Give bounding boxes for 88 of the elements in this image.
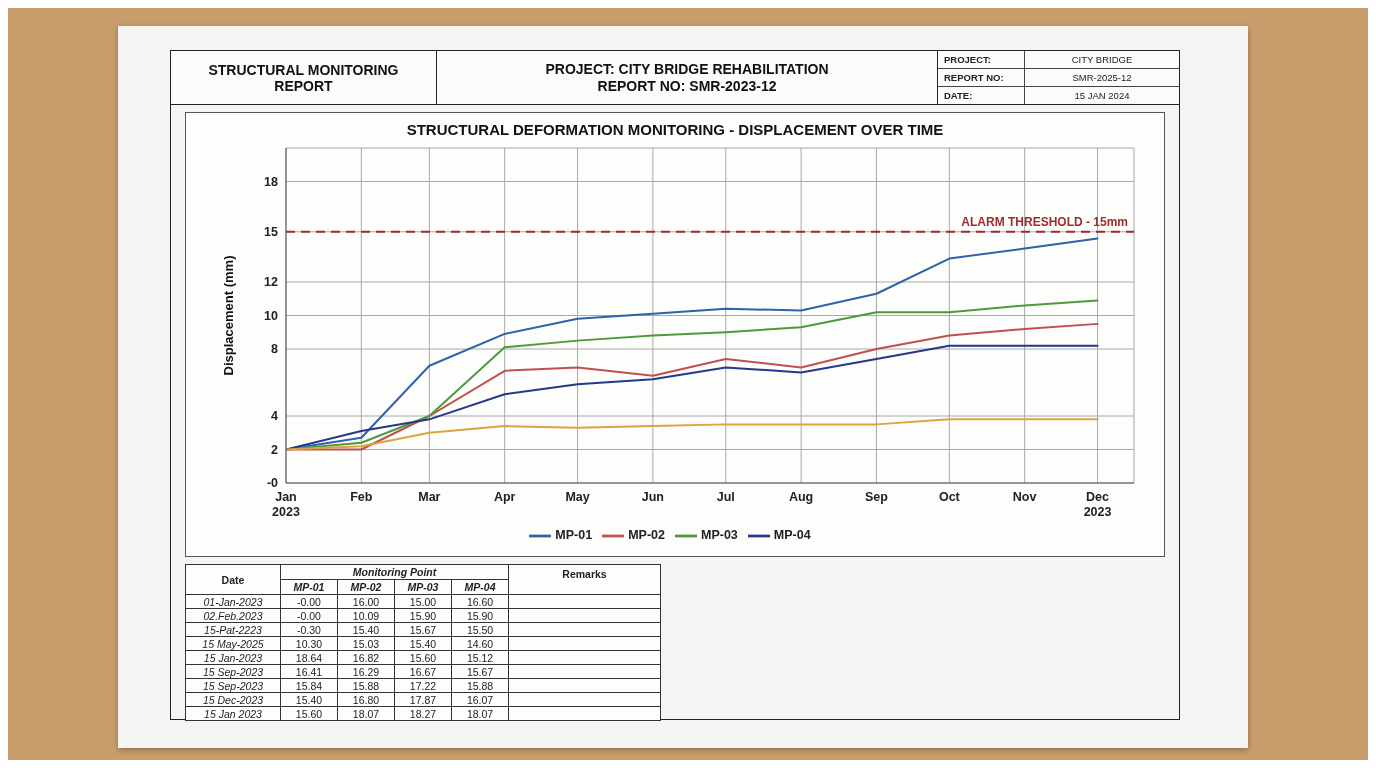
text: 16.00 — [352, 595, 380, 608]
text: 18.64 — [295, 651, 323, 664]
category-label: 15 Sep-2023 — [202, 665, 264, 678]
text: 18.27 — [409, 707, 437, 720]
text: 16.07 — [466, 693, 494, 706]
text: Remarks — [508, 564, 661, 595]
category-label: MP-02 — [337, 579, 395, 595]
text: 18.07 — [466, 707, 494, 720]
x-tick-label: Apr — [493, 490, 516, 504]
legend-label: MP-02 — [628, 528, 665, 543]
y-tick-label: -0 — [266, 476, 279, 491]
text: 16.60 — [466, 595, 494, 608]
text: STRUCTURAL MONITORING REPORT — [207, 61, 400, 94]
x-tick-label: Feb — [350, 490, 373, 504]
y-tick-label: 8 — [271, 342, 279, 357]
category-label: 15 Dec-2023 — [202, 693, 264, 706]
x-tick-label: Oct — [938, 490, 961, 504]
text: 15.67 — [409, 623, 437, 636]
text: 16.82 — [352, 651, 380, 664]
text: 15.03 — [352, 637, 380, 650]
legend-label: MP-01 — [555, 528, 593, 543]
text: 15.90 — [466, 609, 494, 622]
category-label: 15 Sep-2023 — [202, 679, 264, 692]
x-tick-label: Sep — [864, 490, 889, 504]
category-label: MP-01 — [280, 579, 338, 595]
text: 15.60 — [295, 707, 323, 720]
category-label: MP-04 — [451, 579, 509, 595]
text: 15.67 — [466, 665, 494, 678]
chart-title: STRUCTURAL DEFORMATION MONITORING - DISPLACEMENT OVER TIME — [405, 120, 945, 140]
text: 17.87 — [409, 693, 437, 706]
x-tick-label: Jul — [716, 490, 735, 504]
text: Date — [185, 564, 281, 595]
text: 15.12 — [466, 651, 494, 664]
text: 15.88 — [466, 679, 494, 692]
category-label: 01-Jan-2023 — [203, 595, 263, 608]
x-tick-label: May — [565, 490, 590, 504]
x-tick-label: Jun — [641, 490, 665, 504]
text: PROJECT: — [938, 51, 1025, 68]
y-tick-label: 18 — [264, 174, 279, 189]
category-label: 02.Feb.2023 — [203, 609, 263, 622]
text: Monitoring Point — [280, 564, 509, 580]
y-tick-label: 4 — [271, 409, 279, 424]
text: CITY BRIDGE — [1070, 54, 1134, 65]
text: -0.00 — [297, 609, 321, 622]
text: 15.84 — [295, 679, 323, 692]
y-axis-title: Displacement (mm) — [220, 255, 236, 376]
category-label: 15 Jan-2023 — [203, 651, 263, 664]
x-tick-label: Mar — [418, 490, 441, 504]
x-tick-label: Aug — [788, 490, 814, 504]
text: REPORT NO: — [938, 69, 1025, 86]
text: SMR-2025-12 — [1071, 72, 1133, 83]
text: 15.40 — [409, 637, 437, 650]
text: 15.40 — [295, 693, 323, 706]
text: 15.60 — [409, 651, 437, 664]
text: 16.67 — [409, 665, 437, 678]
text: 15.90 — [409, 609, 437, 622]
text: REPORT NO: SMR-2023-12 — [597, 77, 777, 95]
category-label: MP-03 — [394, 579, 452, 595]
text: 15 JAN 2024 — [1073, 90, 1131, 101]
text: 16.29 — [352, 665, 380, 678]
text: 17.22 — [409, 679, 437, 692]
text: -0.30 — [297, 623, 321, 636]
text: -0.00 — [297, 595, 321, 608]
text: 18.07 — [352, 707, 380, 720]
x-tick-label: Jan 2023 — [272, 490, 300, 519]
text: DATE: — [938, 87, 1025, 104]
text: 15.00 — [409, 595, 437, 608]
text: 14.60 — [466, 637, 494, 650]
ref-line-label: ALARM THRESHOLD - 15mm — [961, 214, 1128, 229]
text: 15.88 — [352, 679, 380, 692]
text: 16.80 — [352, 693, 380, 706]
x-tick-label: Nov — [1012, 490, 1037, 504]
text: PROJECT: CITY BRIDGE REHABILITATION — [545, 60, 829, 78]
text: 10.09 — [352, 609, 380, 622]
text: 10.30 — [295, 637, 323, 650]
y-tick-label: 12 — [264, 275, 279, 290]
x-tick-label: Dec 2023 — [1083, 490, 1112, 519]
text: 16.41 — [295, 665, 323, 678]
y-tick-label: 10 — [264, 308, 279, 323]
category-label: 15 May-2025 — [202, 637, 264, 650]
text: 15.40 — [352, 623, 380, 636]
text: 15.50 — [466, 623, 494, 636]
y-tick-label: 2 — [271, 442, 279, 457]
legend-label: MP-04 — [773, 528, 811, 543]
y-tick-label: 15 — [264, 225, 279, 240]
category-label: 15-Pat-2223 — [204, 623, 262, 636]
legend-label: MP-03 — [701, 528, 738, 543]
category-label: 15 Jan 2023 — [204, 707, 262, 720]
